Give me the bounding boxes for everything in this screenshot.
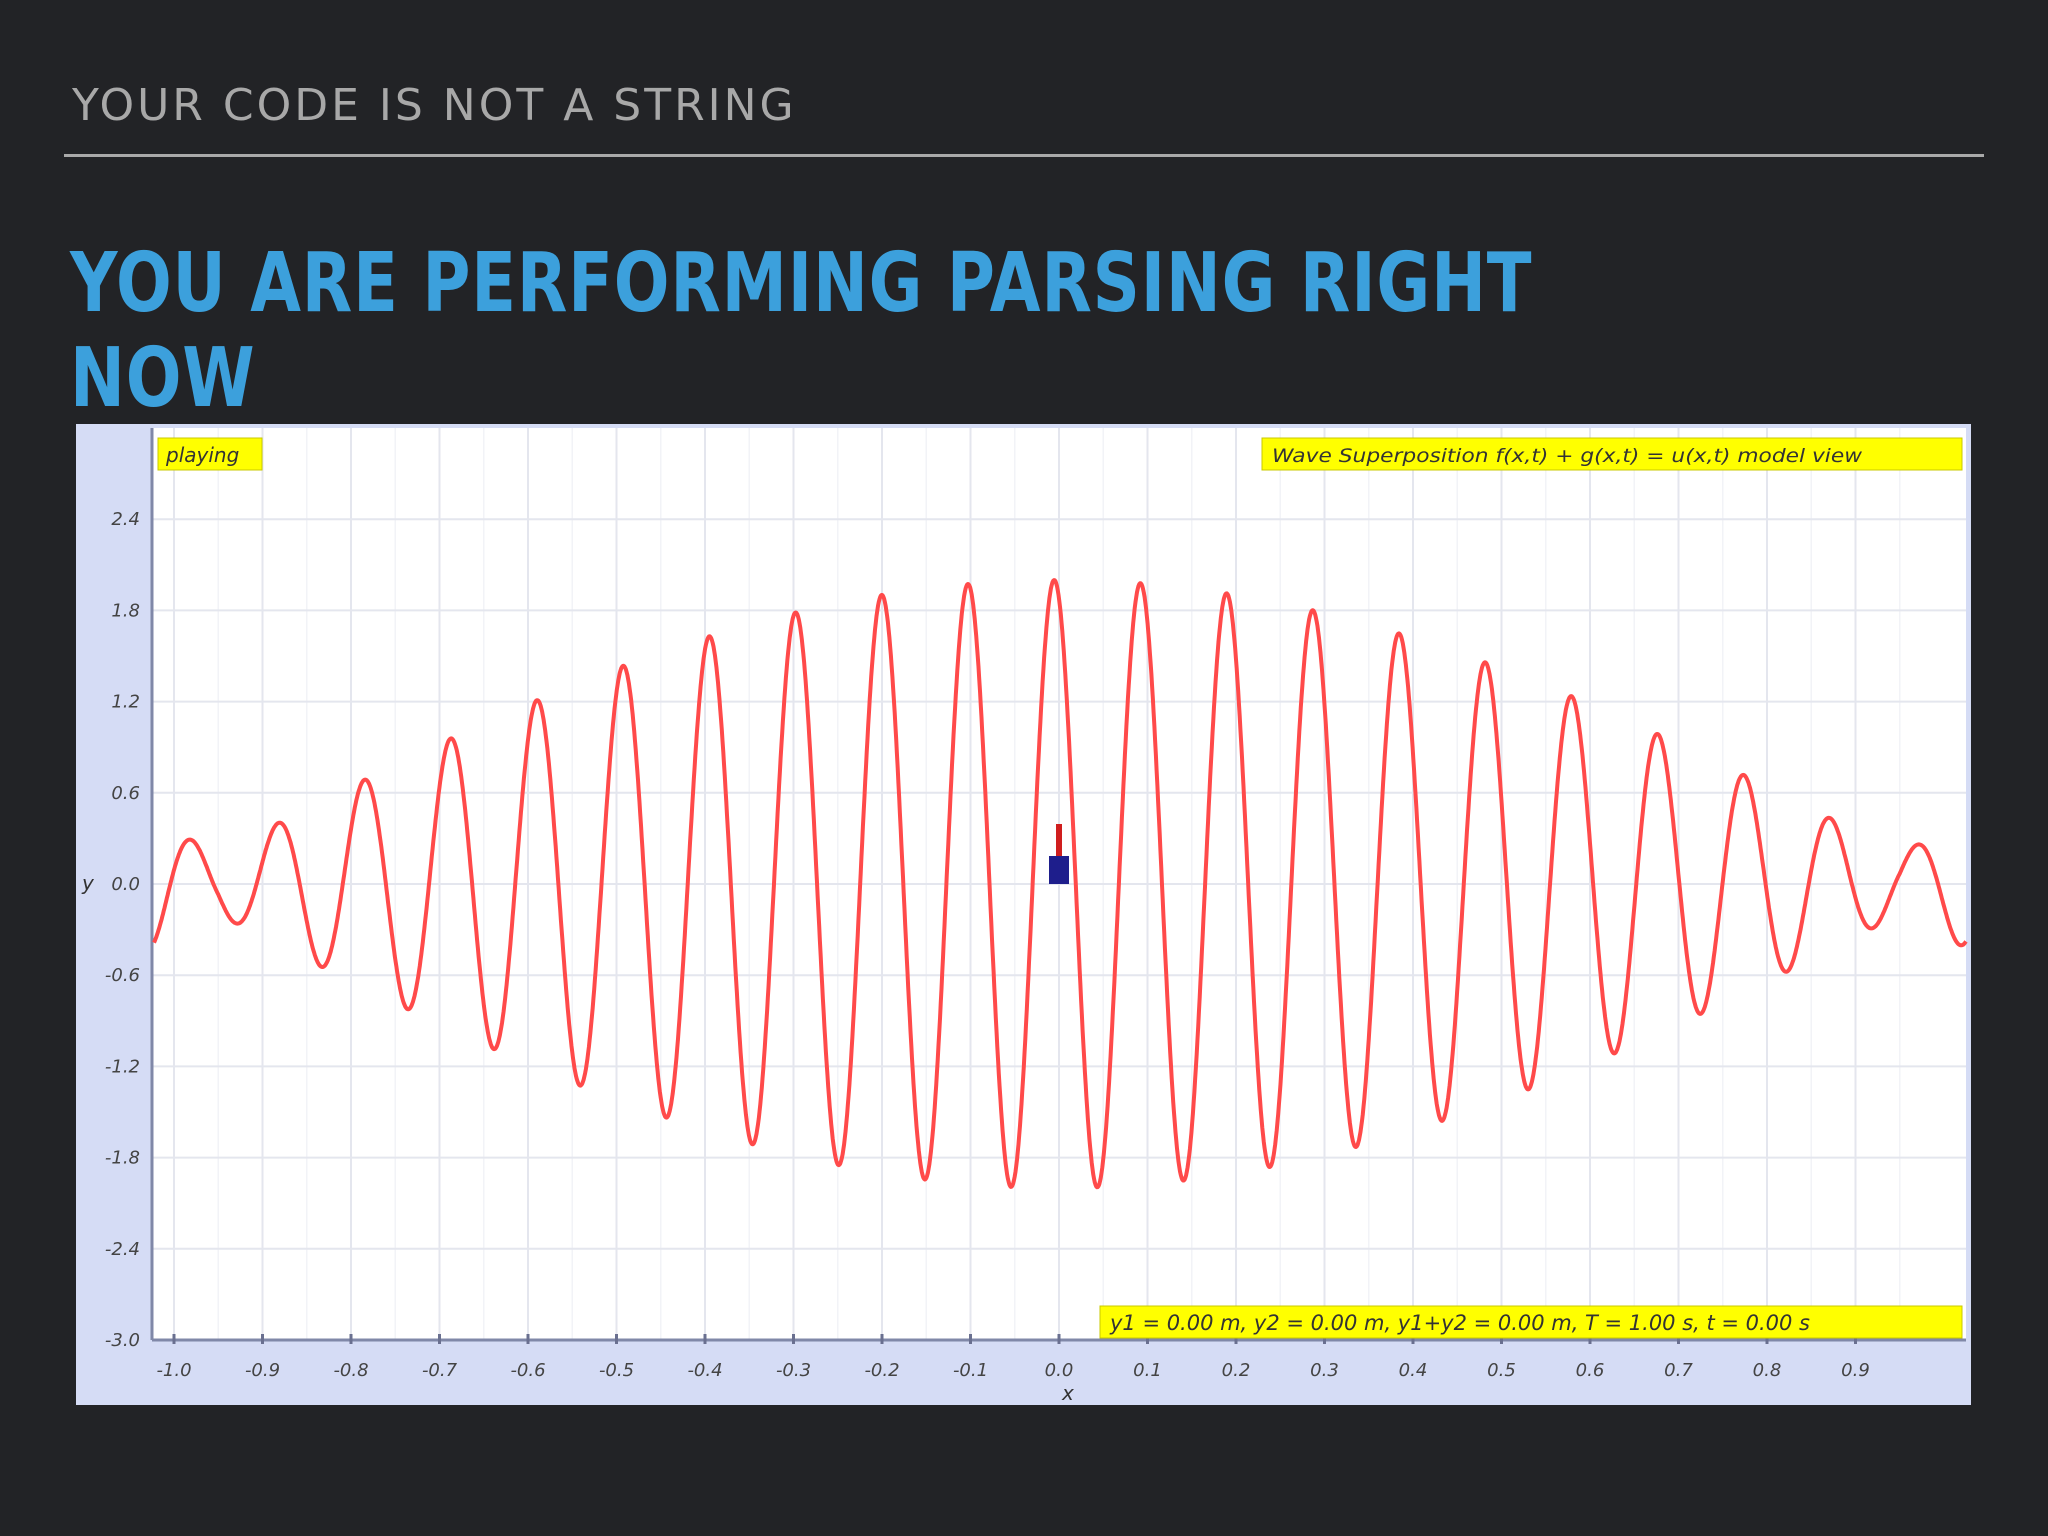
x-tick-label: 0.5 [1487, 1360, 1516, 1381]
x-tick-label: -0.3 [776, 1360, 811, 1381]
readout-box [1099, 1305, 1963, 1339]
x-tick-label: -0.5 [599, 1360, 634, 1381]
x-tick-labels: -1.0 -0.9 -0.8 -0.7 -0.6 -0.5 -0.4 -0.3 -0.2 -0.1… [156, 1334, 1870, 1381]
x-tick-label: -0.2 [864, 1360, 899, 1381]
y-tick-label: 1.2 [111, 692, 140, 713]
y-tick-labels: 2.4 1.8 1.2 0.6 0.0 -0.6 -1.2 -1.8 -2.4 -3.0 [105, 509, 140, 1351]
marker-block[interactable] [1049, 856, 1069, 884]
x-tick-label: 0.2 [1222, 1360, 1251, 1381]
superposition-wave-line [152, 578, 1968, 1190]
y-tick-label: -2.4 [105, 1239, 140, 1260]
x-tick-label: -0.8 [333, 1360, 368, 1381]
section-title: YOUR CODE IS NOT A STRING [72, 80, 797, 131]
x-tick-label: 0.1 [1133, 1360, 1162, 1381]
x-tick-label: -0.7 [422, 1360, 458, 1381]
readout-text: y1 = 0.00 m, y2 = 0.00 m, y1+y2 = 0.00 m… [1109, 1311, 1810, 1335]
x-tick-label: 0.9 [1841, 1360, 1870, 1381]
position-marker[interactable] [1049, 824, 1069, 884]
y-axis-label: y [81, 871, 95, 895]
x-tick-label: 0.3 [1310, 1360, 1339, 1381]
marker-stem [1056, 824, 1062, 874]
x-tick-label: 0.6 [1576, 1360, 1605, 1381]
chart-svg: 2.4 1.8 1.2 0.6 0.0 -0.6 -1.2 -1.8 -2.4 -3.0 -1.0… [76, 424, 1971, 1405]
x-tick-label: -0.9 [245, 1360, 280, 1381]
x-tick-label: -0.4 [687, 1360, 722, 1381]
y-tick-label: -0.6 [105, 965, 140, 986]
x-tick-label: -0.6 [510, 1360, 545, 1381]
x-tick-label: -0.1 [953, 1360, 988, 1381]
slide-heading: YOU ARE PERFORMING PARSING RIGHT NOW [70, 236, 1533, 426]
chart-title: Wave Superposition f(x,t) + g(x,t) = u(x… [1272, 445, 1863, 467]
x-tick-label: 0.8 [1753, 1360, 1782, 1381]
y-tick-label: 0.0 [111, 874, 140, 895]
status-label-box[interactable] [157, 437, 263, 471]
y-tick-label: -3.0 [105, 1330, 140, 1351]
title-divider [64, 154, 1984, 157]
y-tick-label: 0.6 [111, 783, 140, 804]
chart-title-box [1261, 437, 1963, 471]
x-axis-label: x [1061, 1381, 1074, 1405]
y-tick-label: 2.4 [111, 509, 140, 530]
x-tick-label: 0.0 [1045, 1360, 1074, 1381]
x-tick-label: 0.7 [1664, 1360, 1693, 1381]
x-tick-label: -1.0 [156, 1360, 191, 1381]
wave-superposition-chart: 2.4 1.8 1.2 0.6 0.0 -0.6 -1.2 -1.8 -2.4 -3.0 -1.0… [76, 424, 1971, 1405]
y-tick-label: 1.8 [111, 600, 140, 621]
y-tick-label: -1.8 [105, 1148, 140, 1169]
status-label: playing [165, 443, 239, 467]
x-tick-label: 0.4 [1399, 1360, 1428, 1381]
y-tick-label: -1.2 [105, 1056, 140, 1077]
